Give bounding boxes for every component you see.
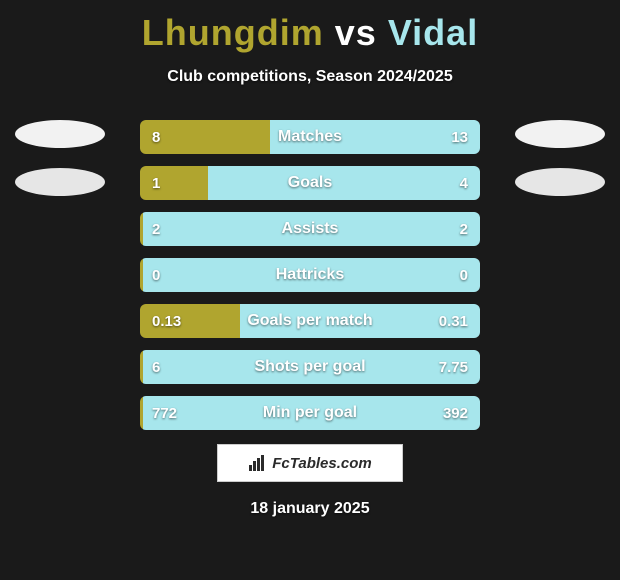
player1-avatar: [10, 120, 110, 220]
stat-row: Matches813: [140, 120, 480, 154]
bar-left: [140, 166, 208, 200]
avatar-placeholder-icon: [515, 120, 605, 148]
player2-name: Vidal: [388, 12, 478, 53]
brand-box: FcTables.com: [217, 444, 403, 482]
player1-name: Lhungdim: [142, 12, 324, 53]
bar-right: [270, 120, 480, 154]
bar-right: [143, 258, 480, 292]
bar-left: [140, 304, 240, 338]
avatar-placeholder-icon: [515, 168, 605, 196]
bar-right: [143, 350, 480, 384]
avatar-placeholder-icon: [15, 120, 105, 148]
brand-text: FcTables.com: [272, 455, 371, 472]
stats-container: Matches813 Goals14 Assists22 Hattricks00 Goa…: [140, 120, 480, 442]
date: 18 january 2025: [0, 500, 620, 518]
bar-right: [143, 212, 480, 246]
bar-track: [140, 396, 480, 430]
bar-track: [140, 258, 480, 292]
bar-right: [143, 396, 480, 430]
avatar-placeholder-icon: [15, 168, 105, 196]
bar-track: [140, 212, 480, 246]
player2-avatar: [510, 120, 610, 220]
bar-right: [240, 304, 480, 338]
stat-row: Shots per goal67.75: [140, 350, 480, 384]
stat-row: Assists22: [140, 212, 480, 246]
subtitle: Club competitions, Season 2024/2025: [0, 68, 620, 86]
vs-text: vs: [335, 12, 377, 53]
bar-left: [140, 120, 270, 154]
stat-row: Goals per match0.130.31: [140, 304, 480, 338]
brand-bars-icon: [248, 455, 268, 471]
bar-track: [140, 120, 480, 154]
bar-track: [140, 304, 480, 338]
stat-row: Min per goal772392: [140, 396, 480, 430]
bar-right: [208, 166, 480, 200]
bar-track: [140, 166, 480, 200]
stat-row: Goals14: [140, 166, 480, 200]
title: Lhungdim vs Vidal: [0, 0, 620, 54]
stat-row: Hattricks00: [140, 258, 480, 292]
bar-track: [140, 350, 480, 384]
